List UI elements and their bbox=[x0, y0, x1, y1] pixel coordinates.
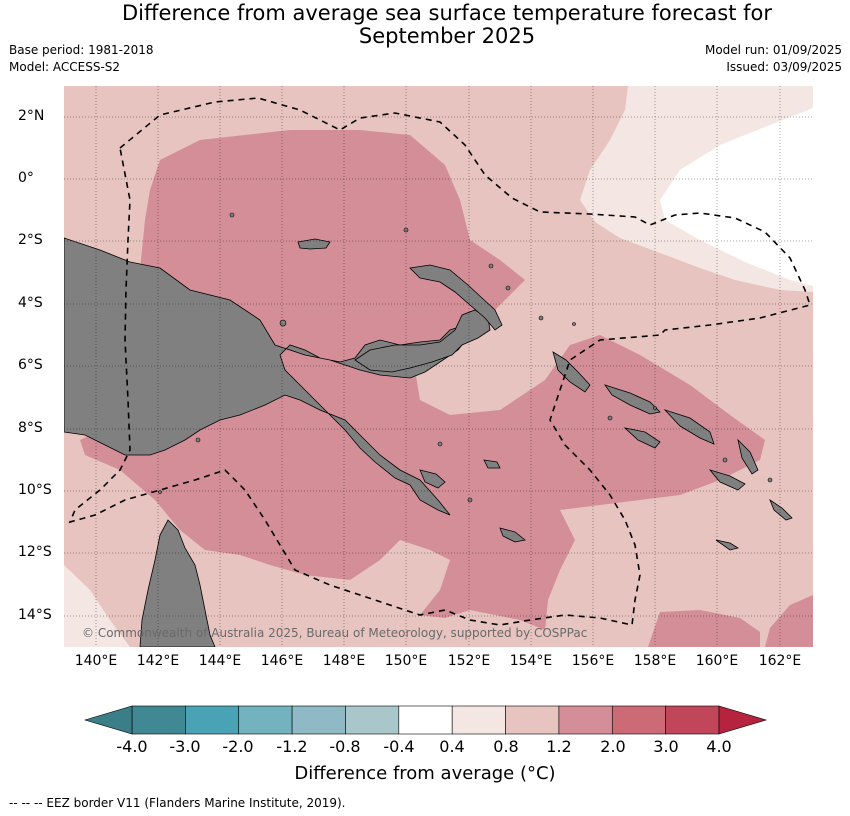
small-islands bbox=[158, 212, 773, 503]
colorbar-label: Difference from average (°C) bbox=[294, 763, 556, 784]
title-line-2: September 2025 bbox=[358, 24, 536, 48]
land-solomons-5 bbox=[708, 469, 746, 491]
land-bougainville bbox=[552, 351, 591, 393]
land-solomons-2 bbox=[623, 427, 661, 449]
lon-label: 152°E bbox=[447, 653, 491, 669]
lon-label: 142°E bbox=[136, 653, 180, 669]
land-cape-york bbox=[139, 519, 216, 647]
model-run: Model run: 01/09/2025 bbox=[704, 43, 842, 57]
eez-border bbox=[68, 97, 812, 626]
lat-label: 10°S bbox=[18, 482, 52, 498]
colorbar-bin bbox=[558, 705, 613, 735]
lon-label: 162°E bbox=[758, 653, 802, 669]
lon-label: 148°E bbox=[322, 653, 366, 669]
eez-footnote: -- -- -- EEZ border V11 (Flanders Marine… bbox=[9, 796, 346, 810]
colorbar-bin bbox=[131, 705, 186, 735]
anomaly-1.2-2.0-main bbox=[80, 130, 765, 630]
land-solomons-3 bbox=[663, 409, 715, 445]
colorbar-tick: 0.4 bbox=[439, 737, 465, 756]
base-period: Base period: 1981-2018 bbox=[9, 43, 154, 57]
lat-label: 2°S bbox=[18, 232, 43, 248]
colorbar-bin bbox=[611, 705, 666, 735]
lat-label: 14°S bbox=[18, 607, 52, 623]
lon-label: 144°E bbox=[198, 653, 242, 669]
right-metadata: Model run: 01/09/2025 Issued: 03/09/2025 bbox=[705, 42, 842, 76]
left-metadata: Base period: 1981-2018 Model: ACCESS-S2 bbox=[9, 42, 154, 76]
colorbar-bin bbox=[451, 705, 506, 735]
anomaly-0.4-0.8-sw bbox=[64, 565, 130, 647]
land-dentrecasteaux bbox=[419, 469, 446, 489]
issued-date: Issued: 03/09/2025 bbox=[726, 60, 842, 74]
land-louisiades bbox=[499, 527, 526, 543]
colorbar-tick: -3.0 bbox=[169, 737, 201, 756]
lon-label: 146°E bbox=[260, 653, 304, 669]
land-new-ireland bbox=[409, 264, 503, 331]
land-new-britain bbox=[354, 309, 491, 373]
map-title: Difference from average sea surface temp… bbox=[0, 2, 850, 48]
lat-label: 0° bbox=[18, 170, 34, 186]
colorbar-under-arrow bbox=[83, 705, 133, 735]
colorbar-tick: -1.2 bbox=[276, 737, 308, 756]
lon-label: 160°E bbox=[695, 653, 739, 669]
colorbar-tick: -4.0 bbox=[116, 737, 148, 756]
lat-label: 12°S bbox=[18, 544, 52, 560]
colorbar-bin bbox=[238, 705, 293, 735]
colorbar-tick: 0.8 bbox=[493, 737, 519, 756]
colorbar-tick: -0.4 bbox=[383, 737, 415, 756]
colorbar-tick: -2.0 bbox=[222, 737, 254, 756]
anomaly-1.2-2.0-se1 bbox=[648, 610, 760, 647]
colorbar-tick: 3.0 bbox=[653, 737, 679, 756]
colorbar-bin bbox=[345, 705, 400, 735]
lat-label: 2°N bbox=[18, 108, 45, 124]
land-solomons-4 bbox=[737, 438, 759, 475]
lat-label: 8°S bbox=[18, 420, 43, 436]
lon-label: 156°E bbox=[571, 653, 615, 669]
colorbar-over-arrow bbox=[718, 705, 768, 735]
title-line-1: Difference from average sea surface temp… bbox=[122, 1, 772, 25]
colorbar bbox=[83, 705, 768, 735]
copyright-credit: © Commonwealth of Australia 2025, Bureau… bbox=[82, 626, 588, 640]
lon-label: 154°E bbox=[509, 653, 553, 669]
land-trobriand bbox=[483, 459, 501, 469]
colorbar-tick: -0.8 bbox=[329, 737, 361, 756]
lat-label: 4°S bbox=[18, 295, 43, 311]
colorbar-bin bbox=[185, 705, 240, 735]
land-santa-cruz bbox=[715, 539, 740, 551]
graticule bbox=[64, 86, 813, 647]
land-manus bbox=[297, 238, 331, 250]
colorbar-bin bbox=[665, 705, 720, 735]
lat-label: 6°S bbox=[18, 357, 43, 373]
lon-label: 140°E bbox=[74, 653, 118, 669]
colorbar-bin bbox=[398, 705, 453, 735]
colorbar-tick: 1.2 bbox=[546, 737, 572, 756]
model-name: Model: ACCESS-S2 bbox=[9, 60, 121, 74]
land-new-guinea bbox=[64, 237, 471, 516]
lon-label: 158°E bbox=[633, 653, 677, 669]
colorbar-tick: 2.0 bbox=[600, 737, 626, 756]
colorbar-bin bbox=[505, 705, 560, 735]
anomaly-1.2-2.0-se2 bbox=[765, 595, 813, 647]
lon-label: 150°E bbox=[384, 653, 428, 669]
colorbar-tick: 4.0 bbox=[706, 737, 732, 756]
colorbar-bin bbox=[291, 705, 346, 735]
